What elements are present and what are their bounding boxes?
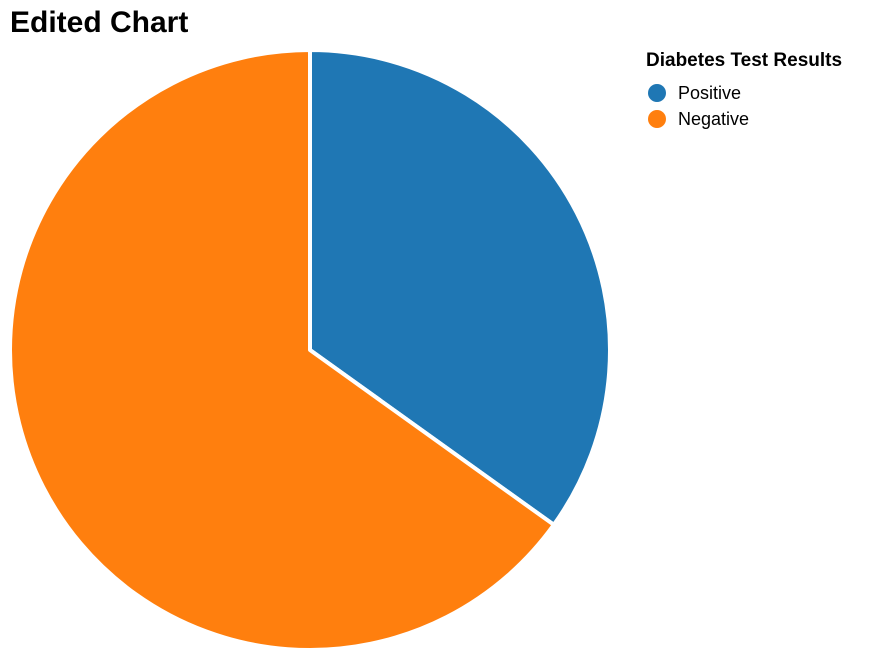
legend-title: Diabetes Test Results <box>646 50 843 71</box>
legend-label-negative: Negative <box>678 108 750 129</box>
pie-slice-positive <box>308 48 612 527</box>
legend-swatch-positive <box>648 84 666 102</box>
pie-slice-negative <box>8 48 556 652</box>
legend-swatch-negative <box>648 110 666 128</box>
legend-item-negative: Negative <box>646 106 882 132</box>
legend: Diabetes Test Results Positive Negative <box>646 50 882 132</box>
legend-item-positive: Positive <box>646 80 882 106</box>
chart-title: Edited Chart <box>10 6 189 39</box>
legend-label-positive: Positive <box>678 82 742 103</box>
